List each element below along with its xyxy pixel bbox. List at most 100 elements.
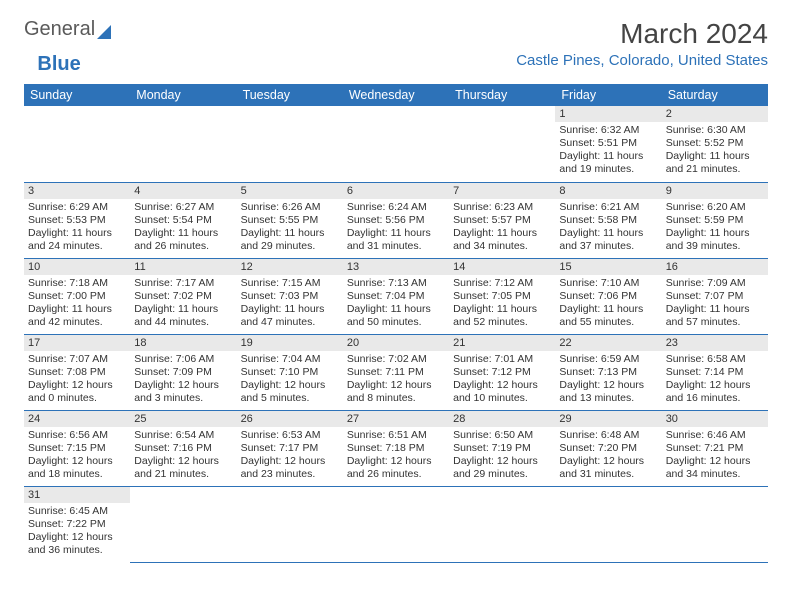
calendar-cell: 30Sunrise: 6:46 AMSunset: 7:21 PMDayligh… — [662, 410, 768, 486]
day-body — [343, 122, 449, 128]
day-line: and 50 minutes. — [347, 316, 445, 329]
day-line: Sunrise: 6:58 AM — [666, 353, 764, 366]
day-number: 7 — [449, 183, 555, 199]
day-number: 14 — [449, 259, 555, 275]
day-line: and 8 minutes. — [347, 392, 445, 405]
day-line: Daylight: 11 hours — [28, 227, 126, 240]
day-number: 9 — [662, 183, 768, 199]
calendar-cell: 8Sunrise: 6:21 AMSunset: 5:58 PMDaylight… — [555, 182, 661, 258]
calendar-cell: 29Sunrise: 6:48 AMSunset: 7:20 PMDayligh… — [555, 410, 661, 486]
calendar-cell: 14Sunrise: 7:12 AMSunset: 7:05 PMDayligh… — [449, 258, 555, 334]
day-body: Sunrise: 7:01 AMSunset: 7:12 PMDaylight:… — [449, 351, 555, 410]
page-location: Castle Pines, Colorado, United States — [516, 52, 768, 69]
day-number: 25 — [130, 411, 236, 427]
calendar-cell: 26Sunrise: 6:53 AMSunset: 7:17 PMDayligh… — [237, 410, 343, 486]
calendar-cell: 22Sunrise: 6:59 AMSunset: 7:13 PMDayligh… — [555, 334, 661, 410]
day-line: and 16 minutes. — [666, 392, 764, 405]
day-number — [130, 106, 236, 122]
day-body — [130, 503, 236, 509]
day-line: Sunset: 7:05 PM — [453, 290, 551, 303]
day-line: Sunrise: 7:15 AM — [241, 277, 339, 290]
day-line: Daylight: 12 hours — [28, 455, 126, 468]
calendar-cell: 24Sunrise: 6:56 AMSunset: 7:15 PMDayligh… — [24, 410, 130, 486]
day-line: Sunrise: 6:30 AM — [666, 124, 764, 137]
day-line: Sunrise: 7:17 AM — [134, 277, 232, 290]
day-body: Sunrise: 6:48 AMSunset: 7:20 PMDaylight:… — [555, 427, 661, 486]
day-line: and 57 minutes. — [666, 316, 764, 329]
day-line: Daylight: 11 hours — [241, 303, 339, 316]
day-number — [343, 106, 449, 122]
day-line: and 26 minutes. — [347, 468, 445, 481]
day-number: 28 — [449, 411, 555, 427]
day-line: Sunset: 7:16 PM — [134, 442, 232, 455]
calendar-cell: 6Sunrise: 6:24 AMSunset: 5:56 PMDaylight… — [343, 182, 449, 258]
day-number — [343, 487, 449, 503]
day-line: Sunrise: 6:32 AM — [559, 124, 657, 137]
day-number: 5 — [237, 183, 343, 199]
calendar-cell: 19Sunrise: 7:04 AMSunset: 7:10 PMDayligh… — [237, 334, 343, 410]
page-title: March 2024 — [516, 18, 768, 50]
day-line: Sunrise: 6:26 AM — [241, 201, 339, 214]
calendar-cell: 4Sunrise: 6:27 AMSunset: 5:54 PMDaylight… — [130, 182, 236, 258]
day-line: Daylight: 11 hours — [134, 227, 232, 240]
day-body: Sunrise: 7:17 AMSunset: 7:02 PMDaylight:… — [130, 275, 236, 334]
calendar-cell: 23Sunrise: 6:58 AMSunset: 7:14 PMDayligh… — [662, 334, 768, 410]
day-line: and 31 minutes. — [559, 468, 657, 481]
calendar-cell: 13Sunrise: 7:13 AMSunset: 7:04 PMDayligh… — [343, 258, 449, 334]
day-number: 26 — [237, 411, 343, 427]
day-number: 21 — [449, 335, 555, 351]
day-line: Daylight: 11 hours — [559, 227, 657, 240]
day-line: Daylight: 11 hours — [134, 303, 232, 316]
day-line: Daylight: 11 hours — [559, 150, 657, 163]
day-body — [449, 122, 555, 128]
day-body: Sunrise: 7:10 AMSunset: 7:06 PMDaylight:… — [555, 275, 661, 334]
day-body: Sunrise: 6:27 AMSunset: 5:54 PMDaylight:… — [130, 199, 236, 258]
calendar-cell — [343, 106, 449, 182]
day-line: and 34 minutes. — [453, 240, 551, 253]
day-line: Sunset: 7:15 PM — [28, 442, 126, 455]
calendar-cell: 12Sunrise: 7:15 AMSunset: 7:03 PMDayligh… — [237, 258, 343, 334]
day-line: Sunrise: 7:01 AM — [453, 353, 551, 366]
calendar-table: Sunday Monday Tuesday Wednesday Thursday… — [24, 84, 768, 563]
day-line: and 24 minutes. — [28, 240, 126, 253]
day-line: and 52 minutes. — [453, 316, 551, 329]
day-line: Daylight: 11 hours — [453, 227, 551, 240]
day-line: and 26 minutes. — [134, 240, 232, 253]
day-line: Sunrise: 6:51 AM — [347, 429, 445, 442]
day-number — [449, 487, 555, 503]
day-line: Daylight: 12 hours — [453, 379, 551, 392]
day-line: and 21 minutes. — [134, 468, 232, 481]
day-body — [343, 503, 449, 509]
day-line: and 34 minutes. — [666, 468, 764, 481]
day-line: Daylight: 12 hours — [28, 379, 126, 392]
day-line: Daylight: 12 hours — [28, 531, 126, 544]
calendar-cell: 21Sunrise: 7:01 AMSunset: 7:12 PMDayligh… — [449, 334, 555, 410]
day-number — [24, 106, 130, 122]
day-line: Sunset: 7:00 PM — [28, 290, 126, 303]
calendar-cell — [662, 486, 768, 562]
day-line: Daylight: 11 hours — [347, 227, 445, 240]
calendar-week: 10Sunrise: 7:18 AMSunset: 7:00 PMDayligh… — [24, 258, 768, 334]
day-number: 10 — [24, 259, 130, 275]
calendar-cell — [24, 106, 130, 182]
day-line: Daylight: 12 hours — [134, 379, 232, 392]
calendar-cell — [130, 486, 236, 562]
day-number: 3 — [24, 183, 130, 199]
calendar-cell: 15Sunrise: 7:10 AMSunset: 7:06 PMDayligh… — [555, 258, 661, 334]
calendar-cell: 28Sunrise: 6:50 AMSunset: 7:19 PMDayligh… — [449, 410, 555, 486]
title-block: March 2024 Castle Pines, Colorado, Unite… — [516, 18, 768, 69]
day-line: Sunset: 7:22 PM — [28, 518, 126, 531]
day-number: 8 — [555, 183, 661, 199]
day-number: 4 — [130, 183, 236, 199]
day-line: Sunset: 7:03 PM — [241, 290, 339, 303]
day-line: Daylight: 12 hours — [241, 379, 339, 392]
day-line: Daylight: 11 hours — [666, 303, 764, 316]
day-number: 19 — [237, 335, 343, 351]
day-body: Sunrise: 6:58 AMSunset: 7:14 PMDaylight:… — [662, 351, 768, 410]
calendar-cell — [449, 486, 555, 562]
day-number: 11 — [130, 259, 236, 275]
day-line: and 10 minutes. — [453, 392, 551, 405]
day-number: 31 — [24, 487, 130, 503]
day-line: Sunrise: 7:06 AM — [134, 353, 232, 366]
day-line: and 42 minutes. — [28, 316, 126, 329]
